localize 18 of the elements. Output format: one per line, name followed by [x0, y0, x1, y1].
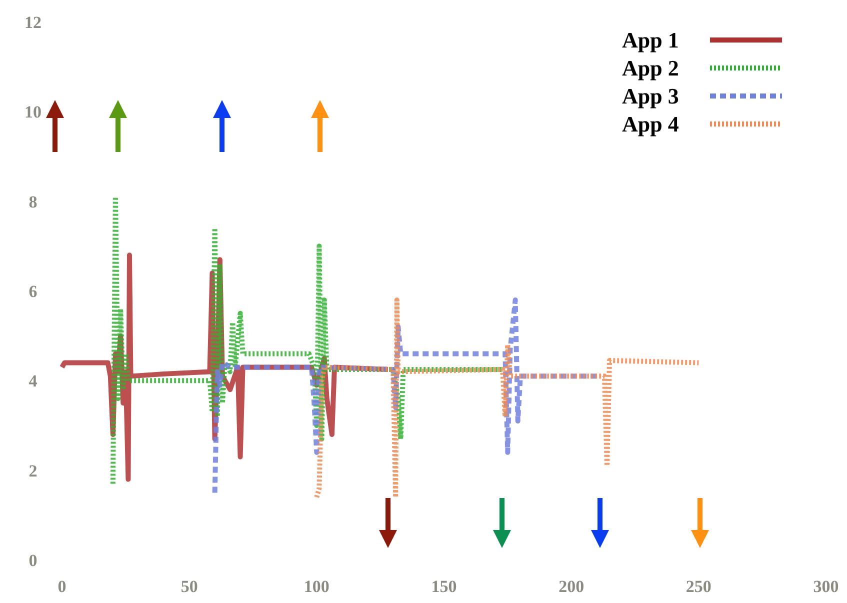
legend-label: App 4 — [622, 112, 679, 137]
x-tick-label: 200 — [558, 577, 584, 596]
y-tick-label: 8 — [28, 192, 38, 212]
y-tick-label: 6 — [28, 282, 38, 301]
x-tick-label: 150 — [431, 577, 457, 596]
y-tick-label: 10 — [24, 102, 42, 122]
x-tick-label: 250 — [686, 577, 712, 596]
y-tick-label: 2 — [28, 461, 38, 480]
y-tick-label: 12 — [24, 12, 42, 32]
x-tick-label: 0 — [58, 577, 66, 596]
legend-label: App 2 — [622, 56, 679, 81]
legend-label: App 3 — [622, 84, 679, 109]
legend-label: App 1 — [622, 28, 679, 53]
y-tick-label: 0 — [28, 550, 38, 570]
y-tick-label: 4 — [28, 372, 38, 391]
x-tick-label: 100 — [304, 577, 330, 596]
x-tick-label: 50 — [180, 577, 198, 596]
x-tick-label: 300 — [813, 577, 839, 596]
